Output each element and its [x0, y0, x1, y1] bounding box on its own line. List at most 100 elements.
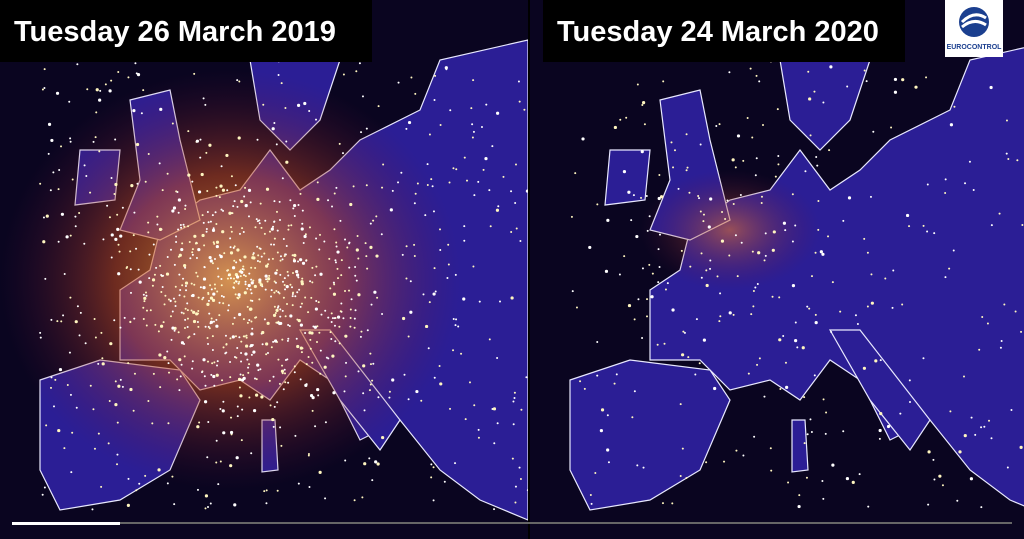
flight-dot — [255, 218, 258, 221]
flight-dot — [290, 224, 293, 227]
flight-dot — [204, 325, 207, 328]
flight-dot — [375, 254, 379, 258]
flight-dot — [215, 194, 218, 197]
flight-dot — [403, 373, 406, 376]
flight-dot — [299, 378, 302, 381]
flight-dot — [604, 269, 609, 273]
flight-dot — [197, 248, 201, 252]
flight-dot — [339, 219, 342, 222]
flight-dot — [215, 461, 218, 464]
flight-dot — [250, 332, 254, 336]
flight-dot — [272, 340, 275, 343]
flight-dot — [281, 338, 284, 341]
flight-dot — [241, 408, 244, 411]
flight-dot — [949, 123, 954, 127]
flight-dot — [368, 389, 371, 392]
flight-dot — [627, 303, 632, 308]
flight-dot — [318, 248, 321, 251]
flight-dot — [239, 373, 242, 376]
flight-dot — [1003, 303, 1006, 306]
flight-dot — [825, 411, 828, 414]
flight-dot — [250, 278, 253, 281]
flight-dot — [307, 355, 310, 358]
flight-dot — [814, 251, 817, 254]
flight-dot — [513, 391, 516, 394]
flight-dot — [173, 503, 176, 506]
flight-dot — [525, 376, 528, 379]
flight-dot — [344, 459, 347, 462]
flight-dot — [355, 279, 358, 282]
flight-dot — [225, 343, 228, 346]
flight-dot — [216, 290, 219, 293]
flight-dot — [606, 218, 610, 222]
flight-dot — [342, 317, 345, 320]
flight-dot — [281, 309, 284, 312]
flight-dot — [247, 371, 250, 374]
flight-dot — [101, 357, 104, 360]
flight-dot — [244, 204, 248, 208]
flight-dot — [301, 277, 304, 280]
flight-dot — [338, 142, 341, 145]
flight-dot — [752, 290, 755, 293]
flight-dot — [137, 268, 140, 271]
flight-dot — [129, 268, 132, 271]
flight-dot — [637, 298, 640, 301]
flight-dot — [135, 489, 138, 492]
flight-dot — [309, 280, 312, 283]
flight-dot — [276, 229, 279, 232]
flight-dot — [229, 237, 232, 240]
flight-dot — [215, 373, 219, 377]
flight-dot — [771, 295, 774, 298]
flight-dot — [270, 295, 273, 298]
flight-dot — [274, 281, 277, 284]
flight-dot — [372, 362, 375, 365]
flight-dot — [284, 381, 287, 384]
flight-dot — [68, 100, 71, 103]
flight-dot — [401, 316, 406, 321]
flight-dot — [89, 191, 92, 194]
flight-dot — [207, 292, 210, 295]
flight-dot — [216, 267, 219, 270]
flight-dot — [239, 275, 242, 278]
flight-dot — [750, 313, 753, 316]
flight-dot — [963, 433, 967, 438]
flight-dot — [85, 175, 88, 178]
flight-dot — [207, 360, 210, 363]
flight-dot — [182, 312, 185, 315]
flight-dot — [327, 316, 330, 319]
flight-dot — [472, 265, 475, 268]
flight-dot — [39, 182, 42, 185]
flight-dot — [672, 166, 675, 169]
flight-dot — [796, 346, 799, 349]
flight-dot — [926, 230, 929, 233]
progress-bar[interactable] — [12, 522, 120, 525]
flight-dot — [454, 273, 457, 276]
flight-dot — [142, 89, 145, 92]
flight-dot — [293, 365, 296, 368]
flight-dot — [636, 464, 639, 467]
flight-dot — [371, 379, 374, 382]
flight-dot — [348, 266, 351, 269]
flight-dot — [184, 307, 187, 310]
flight-dot — [513, 396, 516, 399]
flight-dot — [658, 265, 661, 268]
flight-dot — [368, 457, 371, 460]
flight-dot — [879, 359, 882, 362]
flight-dot — [307, 454, 310, 457]
logo-text: EUROCONTROL — [947, 44, 1003, 51]
flight-dot — [252, 279, 255, 282]
flight-dot — [233, 259, 236, 262]
flight-dot — [279, 321, 283, 326]
flight-dot — [314, 274, 317, 277]
flight-dot — [335, 241, 338, 244]
flight-dot — [108, 399, 111, 402]
flight-dot — [167, 362, 170, 365]
flight-dot — [463, 156, 466, 159]
flight-dot — [369, 383, 372, 386]
flight-dot — [791, 284, 796, 288]
flight-dot — [310, 296, 313, 299]
flight-dot — [879, 412, 883, 416]
flight-dot — [69, 393, 72, 396]
flight-dot — [344, 375, 347, 378]
flight-dot — [180, 247, 184, 252]
